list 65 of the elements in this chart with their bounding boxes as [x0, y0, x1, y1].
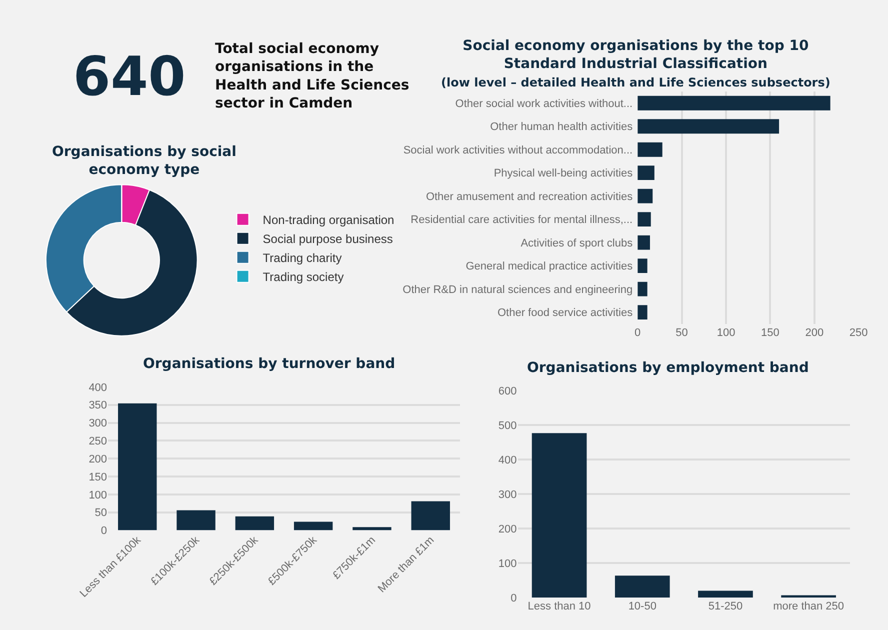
x-tick-label: 100: [716, 326, 736, 339]
chart-subtitle: (low level – detailed Health and Life Sciences subsectors): [441, 75, 830, 90]
bar: [411, 501, 450, 530]
x-tick-label: 200: [805, 326, 824, 339]
y-tick-label: Residential care activities for mental illness,...: [410, 214, 633, 226]
bar: [781, 595, 836, 598]
y-tick-label: 200: [498, 524, 517, 536]
y-tick-label: 250: [88, 436, 108, 448]
y-tick-label: Other food service activities: [497, 307, 634, 320]
y-tick-label: 400: [88, 382, 108, 394]
text: 640: [73, 45, 186, 108]
bar: [698, 590, 753, 598]
y-tick-label: 300: [88, 418, 108, 430]
y-tick-label: Activities of sport clubs: [520, 237, 634, 250]
y-tick-label: 0: [100, 525, 108, 538]
chart-title: Organisations by social economy type: [52, 144, 236, 178]
y-tick-label: 100: [88, 489, 108, 502]
y-tick-label: 50: [94, 507, 108, 520]
legend-label: Trading charity: [262, 251, 342, 266]
bar: [638, 258, 648, 273]
x-tick-label: Less than 10: [528, 600, 591, 613]
bar: [176, 510, 216, 530]
chart-title: Social economy organisations by the top 10 Standard Industrial Classification: [462, 38, 809, 72]
bar: [614, 576, 670, 598]
x-tick-label: 150: [761, 326, 780, 339]
bar: [638, 96, 830, 110]
bar: [638, 119, 780, 134]
x-tick-label: 250: [849, 326, 868, 339]
bar: [638, 305, 648, 320]
x-tick-label: more than 250: [773, 600, 844, 613]
y-tick-label: Other social work activities without...: [455, 98, 633, 110]
y-tick-label: Other human health activities: [490, 121, 634, 134]
bar: [235, 516, 274, 530]
y-tick-label: General medical practice activities: [466, 260, 634, 273]
y-tick-label: 400: [498, 454, 517, 466]
legend-label: Trading society: [262, 270, 344, 284]
chart-title: Organisations by turnover band: [143, 356, 396, 372]
x-tick-label: 10-50: [628, 600, 656, 613]
y-tick-label: Other amusement and recreation activities: [426, 190, 634, 203]
y-tick-label: 500: [498, 420, 517, 432]
y-tick-label: Physical well-being activities: [494, 168, 634, 180]
y-tick-label: 300: [498, 489, 517, 501]
x-tick-label: 50: [676, 326, 688, 339]
bar: [638, 235, 650, 250]
y-tick-label: 150: [88, 471, 108, 484]
bar: [638, 212, 651, 227]
y-tick-label: 200: [88, 453, 108, 466]
bar: [532, 433, 587, 598]
y-tick-label: Social work activities without accommodation...: [403, 144, 633, 156]
y-tick-label: 0: [510, 592, 517, 605]
y-tick-label: Other R&D in natural sciences and engineering: [402, 284, 633, 296]
bar: [352, 527, 392, 530]
bar: [294, 522, 333, 530]
chart-title: Organisations by employment band: [527, 360, 809, 376]
text: Total social economy organisations in the Health and Life Sciences sector in Camden: [215, 41, 410, 112]
x-tick-label: 51-250: [708, 600, 743, 613]
bar: [118, 403, 157, 530]
y-tick-label: 350: [88, 400, 108, 412]
bar: [638, 282, 648, 296]
bar: [638, 188, 653, 204]
y-tick-label: 600: [498, 385, 517, 398]
legend-label: Social purpose business: [262, 232, 393, 246]
bar: [638, 166, 654, 180]
bar: [638, 142, 662, 157]
legend-label: Non-trading organisation: [262, 213, 394, 228]
